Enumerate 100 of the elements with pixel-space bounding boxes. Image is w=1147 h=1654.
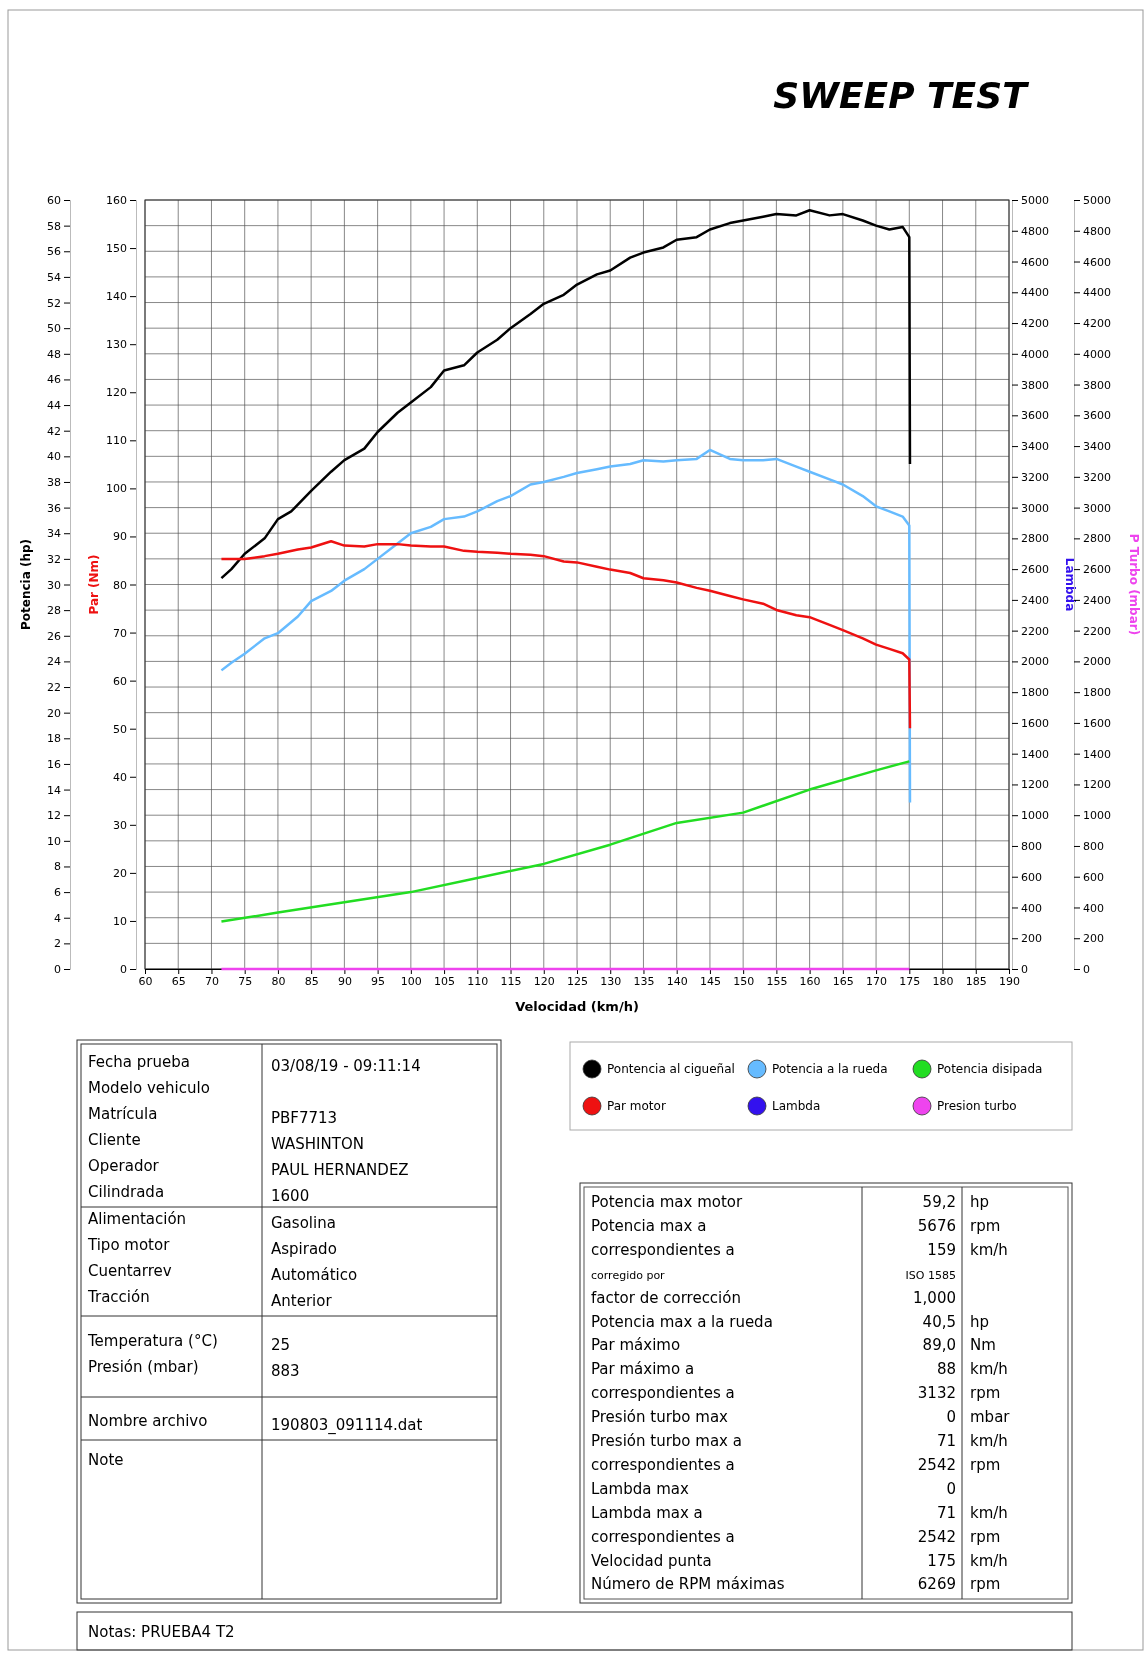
y2-tick-label: 50 bbox=[113, 722, 127, 736]
y2-tick-label: 100 bbox=[106, 482, 127, 496]
text: rpm bbox=[970, 1216, 1001, 1235]
text: 25 bbox=[271, 1336, 291, 1354]
text: rpm bbox=[970, 1384, 1001, 1403]
text: PBF7713 bbox=[271, 1109, 338, 1127]
text: 71 bbox=[936, 1503, 956, 1522]
text: Velocidad punta bbox=[591, 1551, 712, 1570]
text: 89,0 bbox=[922, 1336, 956, 1355]
y2-tick-label: 140 bbox=[106, 290, 127, 304]
y-tick-label: 14 bbox=[47, 783, 61, 797]
line-series bbox=[220, 448, 912, 804]
text: rpm bbox=[970, 1575, 1001, 1594]
y3-tick-label: 200 bbox=[1021, 932, 1042, 946]
text: Número de RPM máximas bbox=[591, 1575, 785, 1594]
y3-tick-label: 2200 bbox=[1021, 624, 1049, 638]
text: 4800 bbox=[1083, 224, 1111, 238]
y2-tick-label: 120 bbox=[106, 386, 127, 400]
text: correspondientes a bbox=[591, 1455, 735, 1474]
y-tick-label: 20 bbox=[47, 706, 61, 720]
y-tick-label: 42 bbox=[47, 424, 61, 438]
y3-tick-label: 1200 bbox=[1021, 778, 1049, 792]
y-tick-label: 56 bbox=[47, 245, 61, 259]
text: PAUL HERNANDEZ bbox=[271, 1161, 409, 1179]
y3-tick-label: 1800 bbox=[1021, 686, 1049, 700]
text: 71 bbox=[936, 1432, 956, 1450]
y2-axis-title: Par (Nm) bbox=[87, 554, 101, 615]
y-tick-label: 16 bbox=[47, 757, 61, 771]
text: km/h bbox=[970, 1240, 1008, 1259]
text: 1600 bbox=[1083, 716, 1111, 730]
x-tick-label: 130 bbox=[600, 974, 622, 988]
x-tick-label: 135 bbox=[633, 974, 655, 988]
x-tick-label: 105 bbox=[434, 974, 456, 988]
y-tick-label: 18 bbox=[47, 732, 61, 746]
x-tick-label: 115 bbox=[500, 974, 522, 988]
x-tick-label: 185 bbox=[965, 974, 987, 988]
text: 4000 bbox=[1083, 347, 1111, 361]
legend-label: Potencia disipada bbox=[937, 1062, 1043, 1076]
text: Notas: PRUEBA4 T2 bbox=[88, 1623, 235, 1641]
x-tick-label: 170 bbox=[866, 974, 888, 988]
text: Anterior bbox=[271, 1292, 333, 1310]
x-tick-label: 140 bbox=[666, 974, 688, 988]
text: Cliente bbox=[88, 1131, 141, 1149]
text: 5000 bbox=[1083, 194, 1111, 208]
text: correspondientes a bbox=[591, 1527, 735, 1546]
text: Nm bbox=[970, 1336, 996, 1355]
text: 5676 bbox=[917, 1216, 956, 1235]
y3-tick-label: 4200 bbox=[1021, 317, 1049, 331]
y-tick-label: 52 bbox=[47, 296, 61, 310]
text: 4200 bbox=[1083, 317, 1111, 331]
text: km/h bbox=[970, 1551, 1008, 1570]
text: Gasolina bbox=[271, 1214, 336, 1232]
text: 1000 bbox=[1083, 809, 1111, 823]
y3-tick-label: 4000 bbox=[1021, 347, 1049, 361]
text: Tipo motor bbox=[87, 1236, 171, 1254]
text: Par máximo bbox=[591, 1336, 681, 1355]
text: P Turbo (mbar) bbox=[1127, 533, 1141, 636]
y-tick-label: 32 bbox=[47, 552, 61, 566]
text: Fecha prueba bbox=[88, 1053, 190, 1071]
y2-tick-label: 80 bbox=[113, 578, 127, 592]
y3-tick-label: 600 bbox=[1021, 870, 1042, 884]
text: factor de corrección bbox=[591, 1288, 741, 1307]
y3-tick-label: 2600 bbox=[1021, 563, 1049, 577]
y2-tick-label: 70 bbox=[113, 626, 127, 640]
text: Presión turbo max bbox=[591, 1408, 729, 1427]
text: 159 bbox=[927, 1240, 956, 1259]
y2-tick-label: 110 bbox=[106, 434, 127, 448]
text: 200 bbox=[1083, 932, 1104, 946]
text: Alimentación bbox=[88, 1210, 187, 1228]
y-tick-label: 26 bbox=[47, 629, 61, 643]
x-tick-label: 100 bbox=[400, 974, 422, 988]
y-tick-label: 38 bbox=[47, 475, 61, 489]
text: Cuentarrev bbox=[88, 1262, 172, 1280]
text: mbar bbox=[970, 1408, 1011, 1427]
y-axis-title: Potencia (hp) bbox=[19, 538, 33, 631]
text: 1400 bbox=[1083, 747, 1111, 761]
text: Potencia max motor bbox=[591, 1193, 743, 1211]
text: rpm bbox=[970, 1527, 1001, 1546]
text: correspondientes a bbox=[591, 1384, 735, 1403]
text: 3200 bbox=[1083, 470, 1111, 484]
x-tick-label: 180 bbox=[932, 974, 954, 988]
legend-label: Presion turbo bbox=[937, 1099, 1017, 1113]
text: Presión turbo max a bbox=[591, 1432, 742, 1450]
y2-tick-label: 60 bbox=[113, 674, 127, 688]
y-tick-label: 60 bbox=[47, 194, 61, 208]
y2-tick-label: 160 bbox=[106, 194, 127, 208]
y3-tick-label: 800 bbox=[1021, 839, 1042, 853]
x-tick-label: 125 bbox=[567, 974, 588, 988]
x-tick-label: 90 bbox=[337, 974, 352, 988]
x-tick-label: 165 bbox=[832, 974, 854, 988]
x-tick-label: 75 bbox=[238, 974, 253, 988]
text: ISO 1585 bbox=[905, 1268, 956, 1282]
text: Potencia max a bbox=[591, 1216, 707, 1235]
y3-tick-label: 1600 bbox=[1021, 716, 1049, 730]
text: 4600 bbox=[1083, 255, 1111, 269]
text: 3800 bbox=[1083, 378, 1111, 392]
y2-tick-label: 90 bbox=[113, 530, 127, 544]
text: 1,000 bbox=[913, 1288, 956, 1307]
text: 3400 bbox=[1083, 440, 1111, 454]
x-tick-label: 190 bbox=[999, 974, 1020, 988]
